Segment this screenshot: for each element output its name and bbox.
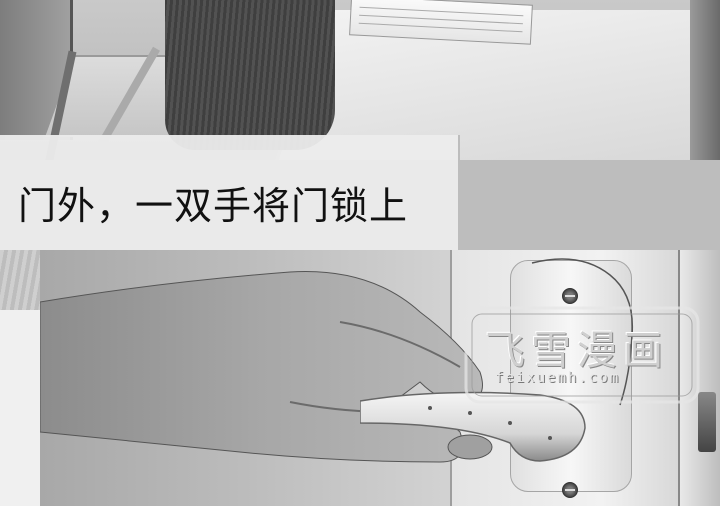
watermark-frame-icon: [464, 306, 700, 404]
caption-text: 门外，一双手将门锁上: [18, 184, 409, 228]
classroom-photo: [0, 0, 720, 160]
chair-edge: [0, 250, 40, 310]
caption-box: [0, 135, 460, 250]
watermark-title: 飞雪漫画: [485, 328, 669, 374]
wire-icon: [531, 258, 634, 406]
watermark-url: feixuemh.com: [495, 370, 621, 386]
chair-post: [690, 0, 720, 160]
screw-icon: [562, 288, 578, 304]
door-latch: [698, 392, 716, 452]
screw-icon: [562, 482, 578, 498]
student-legs: [165, 0, 335, 150]
door-handle: [360, 391, 586, 462]
